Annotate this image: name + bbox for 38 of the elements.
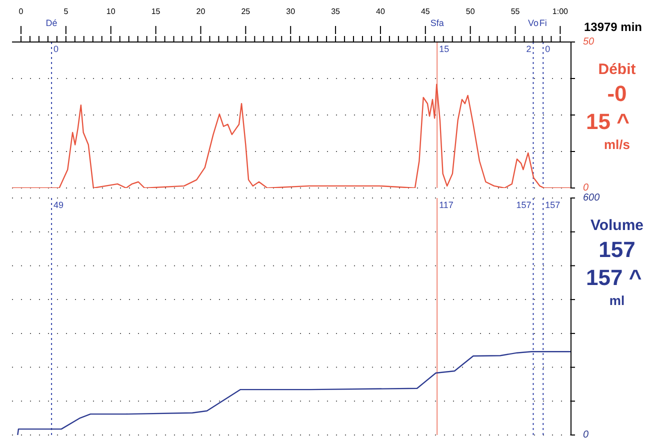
x-tick-label: 50 xyxy=(466,7,476,16)
text: -0 xyxy=(606,80,628,108)
ref-line-label: Dé xyxy=(46,18,58,28)
text: ml xyxy=(608,292,626,310)
annotation: 0 xyxy=(545,44,550,54)
x-tick-label: 35 xyxy=(331,7,341,16)
ref-line-label: Fi xyxy=(539,18,547,28)
annotation: 157 xyxy=(545,200,560,210)
x-tick-label: 45 xyxy=(420,7,430,16)
y-tick-label: 0 xyxy=(583,430,589,440)
x-tick-label: 40 xyxy=(376,7,386,16)
x-tick-label: 25 xyxy=(241,7,251,16)
x-tick-label: 30 xyxy=(286,7,296,16)
text: 15 ^ xyxy=(586,108,630,136)
y-tick-label: 600 xyxy=(583,192,600,204)
y-tick-label: 50 xyxy=(583,36,595,48)
text: Débit xyxy=(597,60,637,80)
x-tick-label: 5 xyxy=(64,7,69,16)
x-tick-label: 10 xyxy=(106,7,116,16)
text: 13979 min xyxy=(582,20,644,34)
text: 157 xyxy=(598,236,636,264)
x-tick-label: 55 xyxy=(510,7,520,16)
x-tick-label: 15 xyxy=(151,7,161,16)
text: Volume xyxy=(589,216,645,236)
annotation: 157 xyxy=(516,200,532,210)
annotation: 117 xyxy=(439,200,454,210)
annotation: 0 xyxy=(54,44,59,54)
annotation: 15 xyxy=(439,44,450,54)
text: ml/s xyxy=(602,136,631,154)
annotation: 49 xyxy=(54,200,64,210)
x-tick-label: 0 xyxy=(18,7,24,16)
y-tick-label: 0 xyxy=(583,182,589,194)
x-tick-label: 20 xyxy=(196,7,206,16)
annotation: 2 xyxy=(526,44,532,54)
x-tick-label: 1:00 xyxy=(552,7,569,16)
ref-line-label: Sfa xyxy=(430,18,444,28)
text: 157 ^ xyxy=(586,264,643,292)
ref-line-label: Vo xyxy=(528,18,539,28)
